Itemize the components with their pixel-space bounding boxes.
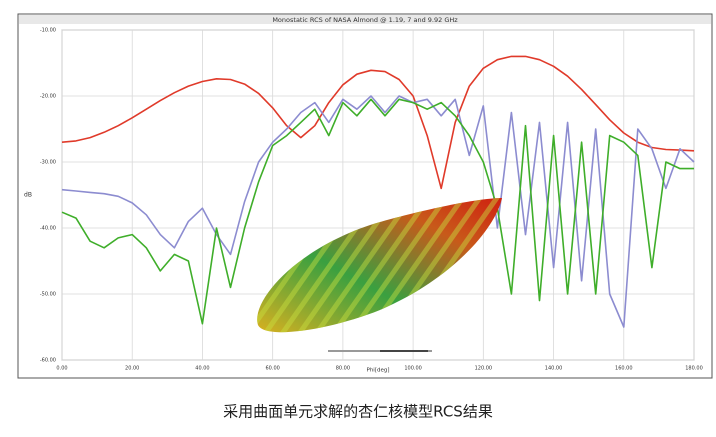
x-tick-label: 180.00 [685,366,703,372]
x-tick-label: 80.00 [336,366,350,372]
x-axis-label: Phi[deg] [367,368,390,374]
caption: 采用曲面单元求解的杏仁核模型RCS结果 [223,403,493,421]
chart-frame [17,13,713,379]
chart-title: Monostatic RCS of NASA Almond @ 1.19, 7 … [272,16,458,24]
y-tick-label: -50.00 [40,292,56,298]
x-tick-label: 160.00 [615,366,633,372]
x-tick-label: 40.00 [195,366,209,372]
y-tick-label: -10.00 [40,28,56,34]
y-tick-label: -30.00 [40,160,56,166]
y-tick-label: -20.00 [40,94,56,100]
title-bar [19,15,711,24]
x-tick-label: 0.00 [56,366,67,372]
x-tick-label: 60.00 [266,366,280,372]
y-axis-label: dB [24,192,32,199]
series-line [61,95,695,328]
x-tick-label: 20.00 [125,366,139,372]
series-line [61,55,695,190]
almond-mesh [257,198,502,333]
y-tick-label: -40.00 [40,226,56,232]
x-tick-label: 100.00 [404,366,422,372]
x-tick-label: 120.00 [475,366,493,372]
y-tick-label: -60.00 [40,358,56,364]
series-line [61,98,694,325]
x-tick-label: 140.00 [545,366,563,372]
